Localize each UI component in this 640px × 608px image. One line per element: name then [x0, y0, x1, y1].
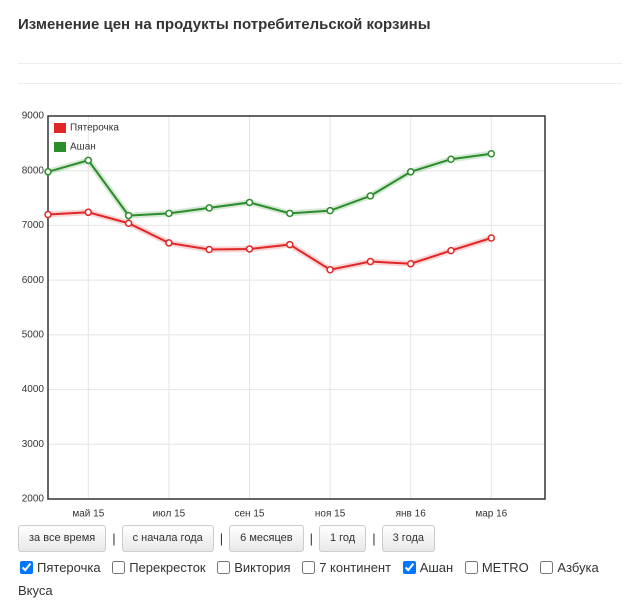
- point: [406, 168, 415, 176]
- point: [165, 209, 173, 218]
- x-tick-label: сен 15: [235, 509, 265, 520]
- x-tick-label: мар 16: [475, 509, 507, 520]
- checkbox[interactable]: [540, 561, 554, 574]
- x-tick-label: янв 16: [396, 509, 427, 520]
- point: [124, 211, 133, 220]
- point: [447, 155, 455, 163]
- line: [47, 211, 492, 271]
- y-tick-label: 6000: [22, 275, 45, 286]
- range-button[interactable]: 1 год: [318, 525, 367, 552]
- chart: 2000 3000 4000 5000 6000 7000 8000 9000 май 15 ию…: [22, 111, 546, 520]
- point: [84, 156, 93, 165]
- y-tick-label: 4000: [22, 384, 45, 395]
- checkbox[interactable]: [20, 561, 33, 574]
- y-tick-label: 5000: [22, 329, 45, 340]
- point: [44, 210, 52, 219]
- line: [47, 152, 492, 217]
- line-glow: [47, 209, 493, 273]
- range-button[interactable]: 3 года: [381, 525, 435, 552]
- y-tick-label: 9000: [22, 111, 45, 122]
- page-title: Изменение цен на продукты потребительско…: [18, 16, 431, 33]
- filter-option[interactable]: Перекресток: [110, 560, 206, 575]
- x-tick-label: июл 15: [153, 509, 186, 520]
- filter-label: Ашан: [419, 560, 454, 575]
- point: [406, 259, 415, 268]
- separator: |: [309, 531, 313, 546]
- filter-option[interactable]: 7 континент: [300, 560, 391, 575]
- checkbox[interactable]: [112, 561, 126, 574]
- filter-option[interactable]: Ашан: [401, 560, 454, 575]
- y-tick-label: 7000: [22, 220, 45, 231]
- checkbox[interactable]: [302, 561, 316, 574]
- x-tick-label: ноя 15: [315, 509, 346, 520]
- point: [487, 150, 496, 158]
- range-button[interactable]: 6 месяцев: [229, 525, 304, 552]
- separator: |: [219, 531, 224, 546]
- point: [487, 234, 496, 242]
- point: [205, 204, 213, 212]
- point: [326, 206, 334, 215]
- filter-option[interactable]: Азбука Вкуса: [18, 560, 599, 598]
- store-filters: Пятерочка Перекресток Виктория 7 контине…: [18, 556, 618, 602]
- filter-option[interactable]: METRO: [463, 560, 529, 575]
- point: [245, 198, 254, 207]
- y-tick-label: 8000: [22, 165, 45, 176]
- range-buttons: за все время | с начала года | 6 месяцев | 1 г…: [18, 525, 618, 552]
- filter-label: Азбука Вкуса: [18, 560, 599, 598]
- point: [245, 245, 254, 253]
- filter-label: 7 континент: [319, 560, 392, 575]
- line-glow: [47, 150, 492, 219]
- point: [205, 245, 213, 254]
- legend-label: Ашан: [70, 142, 96, 153]
- point: [447, 246, 455, 255]
- point: [286, 209, 294, 218]
- filter-option[interactable]: Виктория: [215, 560, 291, 575]
- point: [286, 240, 294, 249]
- divider: [18, 63, 622, 64]
- legend-swatch: [54, 123, 66, 133]
- controls: за все время | с начала года | 6 месяцев | 1 г…: [18, 525, 618, 602]
- separator: |: [372, 531, 376, 546]
- point: [366, 192, 375, 200]
- point: [165, 239, 173, 247]
- point: [44, 168, 52, 176]
- point: [84, 208, 93, 217]
- y-tick-label: 2000: [22, 494, 45, 505]
- separator: |: [112, 531, 116, 546]
- checkbox[interactable]: [217, 561, 231, 574]
- point: [326, 265, 334, 274]
- filter-label: Виктория: [234, 560, 291, 575]
- filter-label: Пятерочка: [37, 560, 101, 575]
- legend-label: Пятерочка: [70, 123, 119, 134]
- legend-swatch: [54, 142, 66, 152]
- filter-option[interactable]: Пятерочка: [18, 560, 101, 575]
- point: [124, 219, 133, 227]
- range-button[interactable]: за все время: [18, 525, 107, 552]
- plot-frame: [47, 115, 546, 500]
- point: [366, 257, 375, 266]
- filter-label: METRO: [481, 560, 529, 575]
- divider: [18, 83, 622, 84]
- x-tick-label: май 15: [72, 509, 104, 520]
- checkbox[interactable]: [402, 561, 416, 574]
- range-button[interactable]: с начала года: [121, 525, 214, 552]
- filter-label: Перекресток: [129, 560, 206, 575]
- checkbox[interactable]: [464, 561, 478, 574]
- y-tick-label: 3000: [22, 439, 45, 450]
